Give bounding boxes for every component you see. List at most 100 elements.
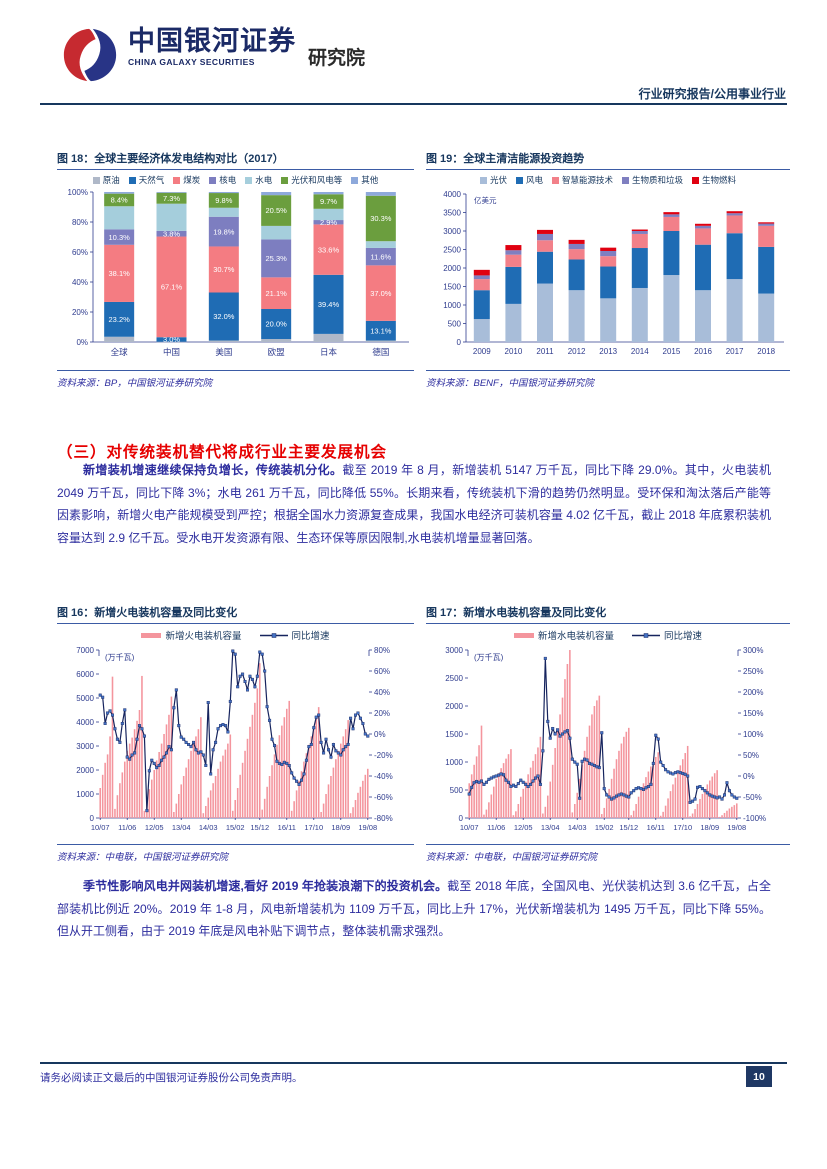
svg-text:0%: 0% bbox=[76, 338, 88, 347]
svg-text:20.0%: 20.0% bbox=[266, 320, 288, 329]
svg-text:80%: 80% bbox=[72, 218, 88, 227]
svg-text:37.0%: 37.0% bbox=[370, 289, 392, 298]
svg-text:2500: 2500 bbox=[443, 246, 461, 255]
svg-text:16/11: 16/11 bbox=[278, 823, 296, 832]
paragraph-2: 季节性影响风电并网装机增速,看好 2019 年抢装浪潮下的投资机会。截至 201… bbox=[57, 875, 771, 943]
svg-text:2500: 2500 bbox=[445, 674, 463, 683]
figure-18-legend-item-4: 水电 bbox=[245, 174, 272, 186]
svg-text:4000: 4000 bbox=[76, 718, 94, 727]
svg-text:3.8%: 3.8% bbox=[163, 229, 180, 238]
svg-text:2.9%: 2.9% bbox=[320, 218, 337, 227]
figure-19-source: 资料来源：BENF，中国银河证券研究院 bbox=[426, 370, 790, 389]
figure-19-legend-item-2: 智慧能源技术 bbox=[551, 174, 613, 186]
figure-16-source: 资料来源：中电联，中国银河证券研究院 bbox=[57, 844, 414, 863]
svg-text:6000: 6000 bbox=[76, 670, 94, 679]
svg-text:19/08: 19/08 bbox=[727, 823, 746, 832]
legend-swatch-icon bbox=[92, 176, 100, 184]
figure-18-legend-item-3: 核电 bbox=[209, 174, 236, 186]
figure-16: 图 16：新增火电装机容量及同比变化 新增火电装机容量 同比增速 0 1000 200… bbox=[57, 604, 414, 863]
figure-18-source: 资料来源：BP，中国银河证券研究院 bbox=[57, 370, 414, 389]
footer-divider bbox=[40, 1062, 787, 1064]
svg-text:2011: 2011 bbox=[536, 347, 554, 356]
figure-19-legend-item-0: 光伏 bbox=[479, 174, 507, 186]
legend-swatch-icon bbox=[515, 176, 523, 184]
svg-text:欧盟: 欧盟 bbox=[268, 347, 286, 357]
svg-text:39.4%: 39.4% bbox=[318, 300, 340, 309]
svg-text:3.0%: 3.0% bbox=[163, 335, 180, 344]
company-logo: 中国银河证券 CHINA GALAXY SECURITIES 研究院 bbox=[62, 27, 365, 83]
legend-swatch-icon bbox=[551, 176, 559, 184]
galaxy-swirl-logo-icon bbox=[63, 28, 117, 82]
svg-text:60%: 60% bbox=[72, 248, 88, 257]
figure-18-title: 图 18：全球主要经济体发电结构对比（2017） bbox=[57, 150, 414, 170]
svg-text:2010: 2010 bbox=[505, 347, 523, 356]
svg-text:3000: 3000 bbox=[445, 646, 463, 655]
svg-text:2000: 2000 bbox=[445, 702, 463, 711]
svg-text:15/12: 15/12 bbox=[619, 823, 638, 832]
figure-17-title: 图 17：新增水电装机容量及同比变化 bbox=[426, 604, 790, 624]
svg-text:德国: 德国 bbox=[372, 347, 389, 357]
svg-text:4000: 4000 bbox=[443, 190, 461, 199]
paragraph-2-lead: 季节性影响风电并网装机增速,看好 2019 年抢装浪潮下的投资机会。 bbox=[83, 879, 448, 893]
figure-19-legend-item-4: 生物燃料 bbox=[692, 174, 736, 186]
figure-17-chart: 0 500 1000 1500 2000 2500 3000 -100% -50% 0% 50% 10… bbox=[445, 646, 766, 832]
svg-text:1500: 1500 bbox=[443, 283, 461, 292]
svg-text:11/06: 11/06 bbox=[118, 823, 136, 832]
legend-swatch-icon bbox=[128, 176, 136, 184]
svg-text:2014: 2014 bbox=[631, 347, 649, 356]
svg-text:-60%: -60% bbox=[374, 793, 393, 802]
svg-text:300%: 300% bbox=[743, 646, 763, 655]
svg-text:2000: 2000 bbox=[443, 264, 461, 273]
figure-19-title: 图 19：全球主清洁能源投资趋势 bbox=[426, 150, 790, 170]
svg-text:全球: 全球 bbox=[111, 347, 129, 357]
figure-18-chart: 0% 20% 40% 60% 80% 100% 23.2% 38.1% 10.3% 8.4% 全球 3… bbox=[68, 188, 409, 357]
line-marker-swatch-icon bbox=[259, 632, 288, 638]
paragraph-2-body: 截至 2018 年底，全国风电、光伏装机达到 3.6 亿千瓦，占全部装机比例近 … bbox=[57, 879, 772, 939]
svg-text:12/05: 12/05 bbox=[145, 823, 164, 832]
svg-text:1500: 1500 bbox=[445, 730, 463, 739]
svg-text:13/04: 13/04 bbox=[172, 823, 191, 832]
logo-english-name: CHINA GALAXY SECURITIES bbox=[128, 57, 255, 68]
svg-text:40%: 40% bbox=[72, 278, 88, 287]
svg-text:0%: 0% bbox=[743, 772, 755, 781]
figure-row-bottom: 图 16：新增火电装机容量及同比变化 新增火电装机容量 同比增速 0 1000 200… bbox=[57, 604, 790, 863]
svg-text:100%: 100% bbox=[743, 730, 763, 739]
figure-17-source: 资料来源：中电联，中国银河证券研究院 bbox=[426, 844, 790, 863]
figure-16-legend-bar-item: 新增火电装机容量 bbox=[141, 628, 242, 642]
svg-text:-20%: -20% bbox=[374, 751, 393, 760]
figure-19-legend-item-3: 生物质和垃圾 bbox=[622, 174, 683, 186]
svg-text:11.6%: 11.6% bbox=[370, 252, 391, 261]
svg-text:16/11: 16/11 bbox=[647, 823, 665, 832]
figure-19: 图 19：全球主清洁能源投资趋势 光伏 风电 智慧能源技术 生物质和垃圾 生物燃料 0 5… bbox=[426, 150, 790, 389]
svg-text:40%: 40% bbox=[374, 688, 390, 697]
header-divider bbox=[40, 103, 787, 105]
svg-text:30.3%: 30.3% bbox=[370, 214, 392, 223]
legend-swatch-icon bbox=[479, 176, 487, 184]
svg-text:67.1%: 67.1% bbox=[161, 283, 183, 292]
figure-18-legend-item-2: 煤炭 bbox=[173, 174, 200, 186]
svg-text:2000: 2000 bbox=[76, 766, 94, 775]
svg-text:1000: 1000 bbox=[443, 301, 461, 310]
svg-text:-40%: -40% bbox=[374, 772, 393, 781]
svg-text:32.0%: 32.0% bbox=[213, 312, 235, 321]
figure-16-legend: 新增火电装机容量 同比增速 bbox=[57, 628, 414, 642]
svg-text:0%: 0% bbox=[374, 730, 386, 739]
legend-swatch-icon bbox=[245, 176, 253, 184]
svg-text:250%: 250% bbox=[743, 667, 763, 676]
figure-17-legend-bar-item: 新增水电装机容量 bbox=[513, 628, 614, 642]
svg-text:100%: 100% bbox=[68, 188, 88, 197]
figure-16-chart: 0 1000 2000 3000 4000 5000 6000 7000 -80% -60% -40… bbox=[76, 646, 393, 832]
bar-swatch-icon bbox=[141, 632, 162, 638]
svg-text:500: 500 bbox=[450, 786, 464, 795]
svg-text:500: 500 bbox=[448, 320, 462, 329]
svg-text:14/03: 14/03 bbox=[568, 823, 587, 832]
svg-text:2016: 2016 bbox=[694, 347, 712, 356]
svg-text:18/09: 18/09 bbox=[700, 823, 719, 832]
legend-swatch-icon bbox=[173, 176, 181, 184]
figure-row-top: 图 18：全球主要经济体发电结构对比（2017） 原油 天然气 煤炭 核电 水电 光伏和风… bbox=[57, 150, 790, 389]
figure-18-legend-item-1: 天然气 bbox=[128, 174, 164, 186]
legend-swatch-icon bbox=[351, 176, 359, 184]
figure-18: 图 18：全球主要经济体发电结构对比（2017） 原油 天然气 煤炭 核电 水电 光伏和风… bbox=[57, 150, 414, 389]
svg-text:2017: 2017 bbox=[726, 347, 744, 356]
